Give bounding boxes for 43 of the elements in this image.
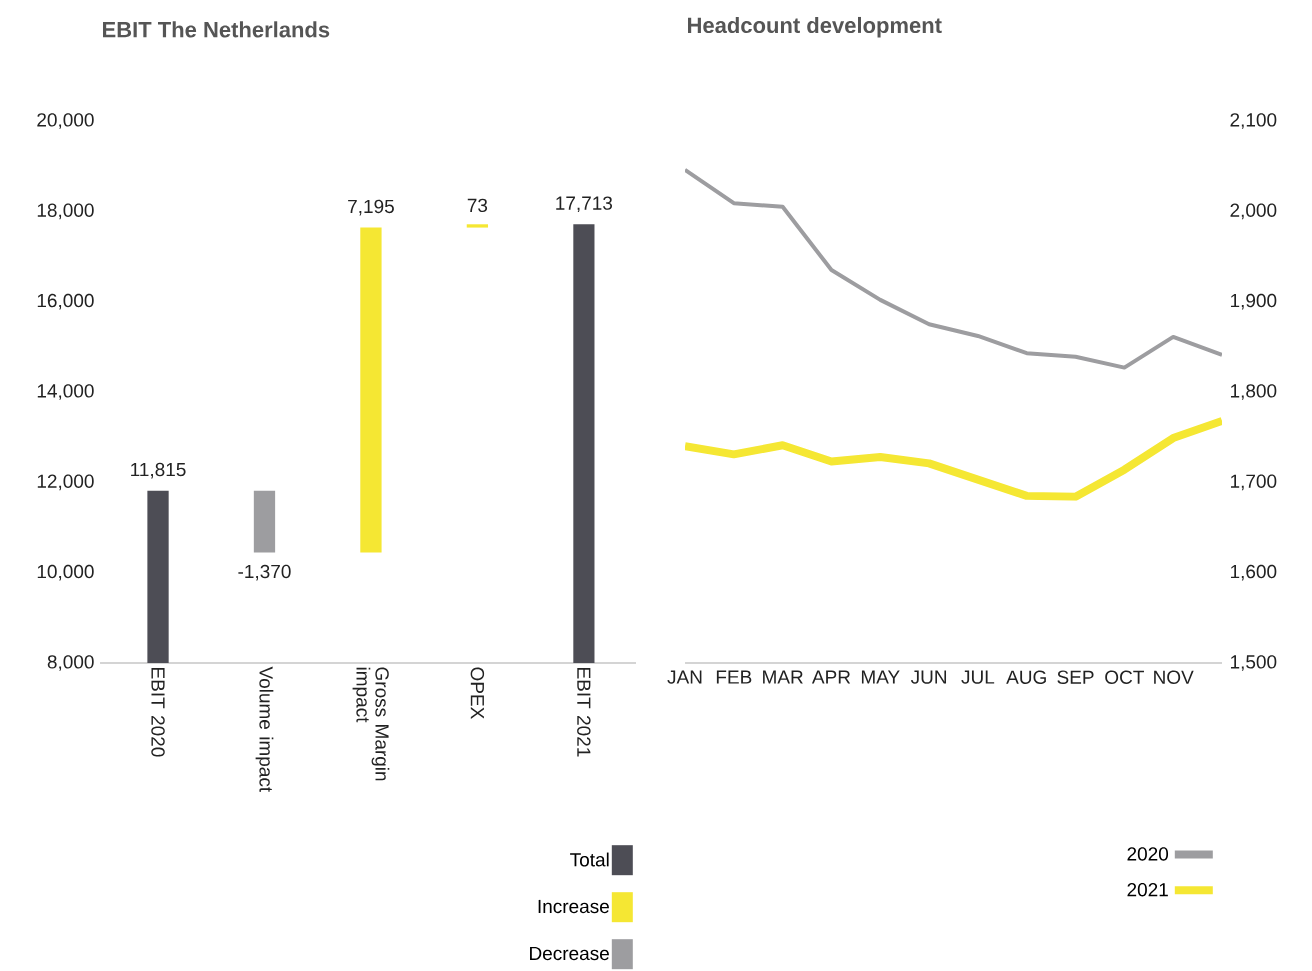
y-tick-label: 2,000: [1230, 203, 1277, 220]
x-tick-label: AUG: [1006, 670, 1046, 684]
y-tick-label: 8,000: [47, 655, 94, 671]
legend-label: 2021: [1127, 882, 1168, 897]
x-tick-label: EBIT 2021: [577, 667, 591, 757]
y-tick-label: 2,100: [1230, 113, 1277, 129]
line-series: [685, 167, 1223, 370]
y-tick-label: 10,000: [37, 564, 94, 581]
x-tick-label: JAN: [667, 670, 702, 684]
legend-label: 2020: [1127, 847, 1169, 861]
y-tick-label: 12,000: [37, 474, 94, 491]
y-tick-label: 14,000: [37, 384, 94, 400]
x-tick-label: JUL: [961, 670, 995, 684]
x-tick-label: FEB: [716, 670, 752, 684]
legend-label: Total: [570, 852, 609, 867]
chart-title: Headcount development: [688, 16, 942, 38]
data-label: 17,713: [556, 196, 613, 212]
y-tick-label: 1,500: [1230, 655, 1277, 671]
x-tick-label: OCT: [1105, 670, 1144, 684]
data-label: 7,195: [348, 199, 394, 216]
x-tick-label: NOV: [1154, 670, 1194, 684]
x-tick-label: JUN: [910, 670, 947, 684]
x-tick-label: EBIT 2020: [151, 667, 165, 757]
y-tick-label: 20,000: [37, 113, 94, 129]
x-tick-label: SEP: [1057, 670, 1094, 684]
x-tick-label: MAR: [763, 670, 803, 684]
y-tick-label: 1,600: [1230, 564, 1277, 581]
x-tick-label: OPEX: [470, 667, 485, 719]
x-tick-label: Gross Margin impact: [352, 667, 390, 781]
y-tick-label: 16,000: [37, 293, 94, 310]
data-label: 11,815: [131, 462, 186, 479]
data-label: 73: [467, 198, 488, 212]
x-tick-label: Volume impact: [255, 666, 274, 792]
chart-title: EBIT The Netherlands: [103, 21, 330, 38]
legend-label: Decrease: [530, 946, 609, 961]
data-label: -1,370: [238, 564, 291, 581]
y-tick-label: 1,700: [1230, 474, 1277, 491]
y-tick-label: 18,000: [37, 203, 94, 220]
legend-label: Increase: [538, 899, 609, 914]
y-tick-label: 1,800: [1230, 384, 1277, 400]
y-tick-label: 1,900: [1230, 293, 1277, 310]
x-tick-label: MAY: [861, 670, 900, 684]
x-tick-label: APR: [811, 670, 851, 684]
